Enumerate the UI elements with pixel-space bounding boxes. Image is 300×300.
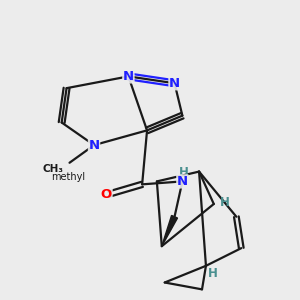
Polygon shape [162, 215, 178, 246]
Text: N: N [177, 175, 188, 188]
Text: N: N [169, 77, 180, 90]
Text: N: N [123, 70, 134, 83]
Text: methyl: methyl [51, 172, 85, 182]
Text: CH₃: CH₃ [43, 164, 64, 174]
Text: N: N [88, 139, 100, 152]
Text: H: H [179, 166, 189, 179]
Text: O: O [101, 188, 112, 201]
Text: H: H [208, 267, 218, 280]
Text: H: H [220, 196, 230, 209]
